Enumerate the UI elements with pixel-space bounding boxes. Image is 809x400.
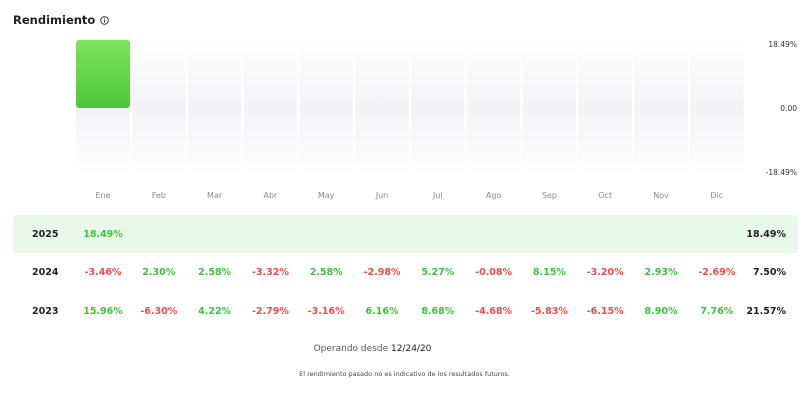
month-value-may: -3.16% [307, 305, 345, 317]
month-value-jul: 8.68% [421, 305, 455, 317]
y-tick-label: -18.49% [766, 168, 797, 177]
month-label-mar: Mar [207, 191, 223, 200]
month-column-bg-dic [689, 40, 744, 175]
month-label-may: May [318, 191, 335, 200]
table-row-2025: 2025 18.49% 18.49% [13, 215, 798, 253]
month-value-oct: -3.20% [586, 266, 624, 278]
month-column-bg-ago [466, 40, 521, 175]
month-value-oct: -6.15% [586, 305, 624, 317]
month-label-nov: Nov [653, 191, 669, 200]
month-column-bg-may [299, 40, 354, 175]
table-row-2023: 2023 15.96% -6.30% 4.22% -2.79% -3.16% 6.16% 8.… [13, 292, 798, 330]
month-value-ago: -0.08% [475, 266, 513, 278]
row-year: 2024 [32, 266, 59, 278]
month-value-ene: -3.46% [84, 266, 122, 278]
row-total: 7.50% [753, 266, 786, 278]
month-value-nov: 2.93% [644, 266, 678, 278]
disclaimer: El rendimiento pasado no es indicativo d… [299, 370, 510, 378]
monthly-performance-chart: Ene Feb Mar Abr May Jun Jul Ago Sep Oct Nov Dic 18.4… [76, 40, 797, 200]
month-value-ago: -4.68% [475, 305, 513, 317]
month-label-jun: Jun [375, 191, 389, 200]
month-label-abr: Abr [263, 191, 278, 200]
month-value-ene: 18.49% [83, 228, 123, 240]
row-total: 21.57% [746, 305, 786, 317]
month-column-bg-jun [355, 40, 409, 175]
month-value-mar: 4.22% [198, 305, 232, 317]
month-value-sep: 8.15% [532, 266, 566, 278]
month-column-bg-abr [243, 40, 298, 175]
month-value-ene: 15.96% [83, 305, 123, 317]
info-icon[interactable] [100, 15, 110, 25]
month-label-dic: Dic [710, 191, 723, 200]
table-row-2024: 2024 -3.46% 2.30% 2.58% -3.32% 2.58% -2.98% 5.2… [13, 253, 798, 291]
month-value-feb: 2.30% [142, 266, 176, 278]
month-column-bg-feb [131, 40, 186, 175]
month-label-feb: Feb [152, 191, 166, 200]
month-value-nov: 8.90% [644, 305, 678, 317]
month-value-jul: 5.27% [421, 266, 455, 278]
page-title: Rendimiento [13, 13, 96, 27]
row-year: 2025 [32, 228, 59, 240]
row-year: 2023 [32, 305, 59, 317]
month-column-bg-nov [634, 40, 688, 175]
month-value-sep: -5.83% [530, 305, 568, 317]
month-value-abr: -2.79% [251, 305, 289, 317]
month-column-bg-jul [410, 40, 465, 175]
since-date: 12/24/20 [390, 344, 432, 354]
section-header: Rendimiento [13, 13, 110, 27]
month-label-ene: Ene [95, 191, 110, 200]
month-value-feb: -6.30% [140, 305, 178, 317]
operating-since: Operando desde 12/24/20 [0, 344, 745, 354]
month-label-oct: Oct [598, 191, 612, 200]
month-label-sep: Sep [542, 191, 557, 200]
month-label-ago: Ago [486, 191, 502, 200]
y-tick-label: 18.49% [768, 40, 797, 49]
month-value-dic: -2.69% [698, 266, 736, 278]
month-column-bg-mar [187, 40, 242, 175]
month-column-bg-oct [578, 40, 633, 175]
bar-ene[interactable] [76, 40, 130, 108]
month-value-may: 2.58% [309, 266, 343, 278]
month-value-mar: 2.58% [198, 266, 232, 278]
month-value-jun: 6.16% [365, 305, 399, 317]
month-value-dic: 7.76% [700, 305, 734, 317]
month-label-jul: Jul [432, 191, 443, 200]
row-total: 18.49% [746, 228, 786, 240]
since-label: Operando desde [313, 344, 389, 354]
y-tick-label: 0.00 [780, 104, 797, 113]
month-value-abr: -3.32% [251, 266, 289, 278]
month-value-jun: -2.98% [363, 266, 401, 278]
month-column-bg-sep [522, 40, 577, 175]
